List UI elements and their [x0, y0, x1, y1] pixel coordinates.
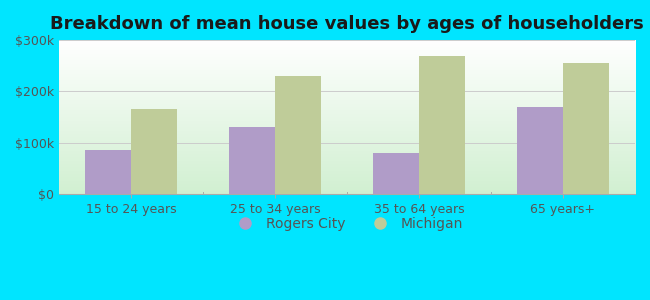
Bar: [229, 127, 275, 194]
Legend: Rogers City, Michigan: Rogers City, Michigan: [226, 211, 469, 236]
Bar: [373, 153, 419, 194]
Bar: [563, 63, 609, 194]
Bar: [131, 110, 177, 194]
Title: Breakdown of mean house values by ages of householders: Breakdown of mean house values by ages o…: [50, 15, 644, 33]
Bar: [517, 107, 563, 194]
Bar: [419, 56, 465, 194]
Bar: [85, 150, 131, 194]
Bar: [275, 76, 321, 194]
